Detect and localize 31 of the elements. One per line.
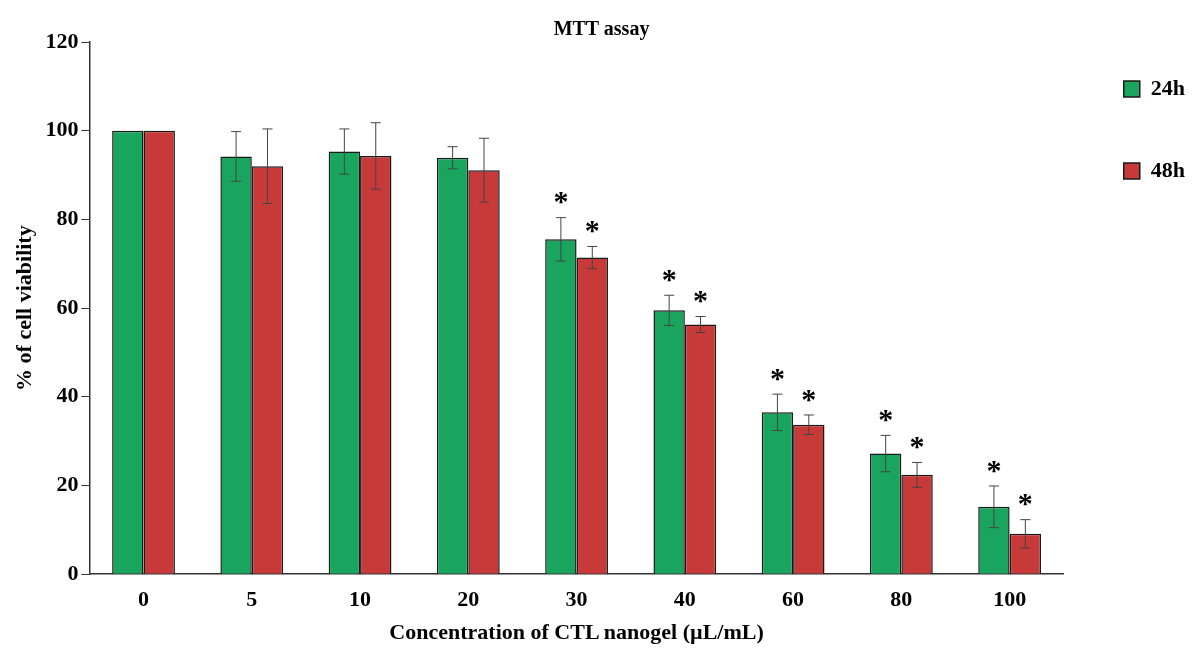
chart-title: MTT assay	[553, 17, 650, 41]
annotation: *	[661, 261, 677, 295]
annotation: *	[801, 381, 817, 415]
x-tick-label: 5	[246, 586, 258, 612]
x-axis-title: Concentration of CTL nanogel (µL/mL)	[389, 619, 764, 645]
x-tick-label: 10	[349, 586, 372, 612]
x-tick-label: 30	[565, 586, 588, 612]
y-tick-label: 120	[45, 27, 79, 53]
y-tick-label: 0	[67, 559, 79, 585]
legend-label: 48h	[1150, 156, 1186, 182]
y-tick-label: 80	[56, 205, 79, 231]
x-tick-label: 100	[993, 586, 1027, 612]
annotation: *	[693, 283, 709, 317]
x-tick-label: 20	[457, 586, 480, 612]
x-tick-label: 0	[138, 586, 150, 612]
annotation: *	[878, 402, 894, 436]
annotation: *	[553, 184, 569, 218]
annotation: *	[584, 213, 600, 247]
annotation: *	[909, 429, 925, 463]
y-tick-label: 20	[56, 471, 79, 497]
annotation: *	[769, 360, 785, 394]
annotation: *	[986, 452, 1002, 486]
legend-label: 24h	[1150, 74, 1186, 100]
y-tick-label: 40	[56, 382, 79, 408]
y-tick-label: 60	[56, 293, 79, 319]
x-tick-label: 80	[890, 586, 913, 612]
y-axis-title: % of cell viability	[10, 225, 36, 391]
y-tick-label: 100	[45, 116, 79, 142]
x-tick-label: 60	[782, 586, 805, 612]
x-tick-label: 40	[673, 586, 696, 612]
annotation: *	[1017, 486, 1033, 520]
